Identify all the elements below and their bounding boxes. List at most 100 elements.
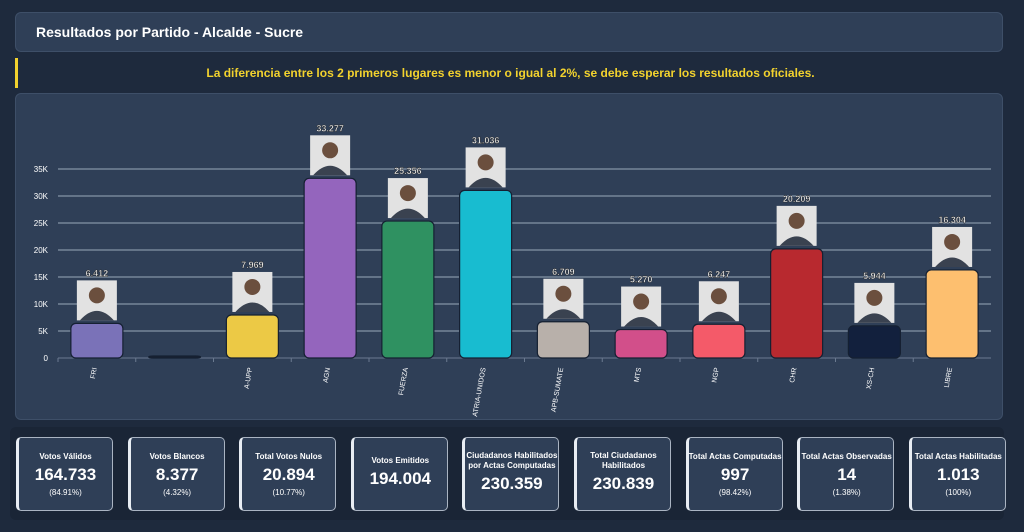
candidate-photo-head bbox=[710, 288, 727, 305]
chart-card: 0 5K 10K 15K 20K 25K 30K 35K 6.412 FRI 7.969 A-UPP 3… bbox=[15, 93, 1003, 420]
stat-value: 14 bbox=[837, 464, 857, 484]
candidate-photo-head bbox=[399, 185, 416, 202]
stat-percent: (100%) bbox=[945, 487, 972, 497]
candidate-photo-head bbox=[244, 278, 261, 295]
candidate-photo-head bbox=[788, 212, 805, 229]
stat-percent: (84.91%) bbox=[49, 487, 82, 497]
stat-label: Total Actas Computadas bbox=[688, 451, 782, 461]
candidate-photo-head bbox=[555, 285, 572, 302]
stat-label: Total Ciudadanos Habilitados bbox=[590, 451, 657, 470]
stat-card: Ciudadanos Habilitados por Actas Computa… bbox=[462, 437, 560, 511]
stat-value: 8.377 bbox=[155, 464, 199, 484]
stat-card: Votos Emitidos 194.004 bbox=[350, 437, 448, 511]
x-tick-label: XS-CH bbox=[866, 367, 877, 390]
bar bbox=[614, 328, 668, 359]
stat-value: 230.839 bbox=[592, 474, 655, 493]
y-tick-label: 25K bbox=[34, 219, 49, 228]
candidate-photo-body bbox=[235, 302, 270, 312]
candidate-photo-head bbox=[477, 154, 494, 171]
data-label: 6.709 bbox=[552, 267, 575, 277]
stat-value: 194.004 bbox=[369, 469, 432, 488]
data-label: 6.412 bbox=[86, 268, 109, 278]
x-tick-label: NGP bbox=[711, 367, 721, 383]
y-tick-label: 30K bbox=[34, 192, 49, 201]
bar bbox=[70, 322, 124, 359]
data-label: 20.209 bbox=[783, 194, 811, 204]
stat-card: Votos Blancos 8.377 (4.32%) bbox=[127, 437, 225, 511]
candidate-photo-body bbox=[390, 208, 425, 219]
bar bbox=[459, 189, 513, 359]
data-label: 25.356 bbox=[394, 166, 422, 176]
stat-label: Votos Emitidos bbox=[371, 456, 430, 465]
stat-value: 997 bbox=[720, 464, 750, 484]
data-label: 5.270 bbox=[630, 275, 653, 285]
data-label: 33.277 bbox=[316, 123, 344, 133]
candidate-photo-body bbox=[79, 310, 114, 321]
stat-percent: (1.38%) bbox=[832, 487, 861, 497]
candidate-photo-body bbox=[701, 311, 736, 322]
candidate-photo-body bbox=[935, 257, 970, 267]
x-tick-label: MTS bbox=[634, 367, 644, 383]
x-tick-label: AGN bbox=[323, 367, 333, 383]
bar bbox=[847, 325, 901, 359]
stat-label: Votos Blancos bbox=[149, 451, 205, 461]
stat-percent: (10.77%) bbox=[272, 487, 305, 497]
candidate-photo-head bbox=[633, 293, 650, 310]
candidate-photo-head bbox=[322, 142, 339, 159]
x-tick-label: A-UPP bbox=[244, 367, 255, 390]
candidate-photo-head bbox=[944, 233, 961, 250]
stat-card: Total Ciudadanos Habilitados 230.839 bbox=[574, 437, 671, 511]
stat-percent: (4.32%) bbox=[163, 487, 192, 497]
data-label: 6.247 bbox=[708, 269, 731, 279]
stat-label: Ciudadanos Habilitados por Actas Computa… bbox=[466, 451, 558, 470]
stat-value: 230.359 bbox=[481, 474, 543, 493]
data-label: 5.944 bbox=[863, 271, 886, 281]
stat-label: Votos Válidos bbox=[39, 451, 92, 461]
candidate-photo-body bbox=[546, 309, 581, 319]
stat-label: Total Actas Observadas bbox=[801, 451, 892, 461]
bar bbox=[536, 321, 590, 359]
data-label: 16.304 bbox=[938, 215, 966, 225]
bar bbox=[225, 314, 279, 359]
stat-card: Votos Válidos 164.733 (84.91%) bbox=[16, 437, 113, 511]
y-tick-label: 5K bbox=[38, 327, 48, 336]
candidate-photo-head bbox=[88, 287, 105, 304]
stat-card: Total Actas Computadas 997 (98.42%) bbox=[685, 437, 783, 511]
x-tick-label: FRI bbox=[90, 367, 99, 379]
y-tick-label: 35K bbox=[34, 165, 49, 174]
alert-text: La diferencia entre los 2 primeros lugar… bbox=[206, 66, 815, 80]
bar bbox=[925, 269, 979, 359]
stat-value: 20.894 bbox=[262, 464, 315, 484]
candidate-photo-body bbox=[313, 165, 348, 176]
stat-value: 1.013 bbox=[937, 464, 980, 484]
stats-panel: Votos Válidos 164.733 (84.91%) Votos Blanco… bbox=[10, 427, 1006, 520]
stat-card: Total Actas Habilitadas 1.013 (100%) bbox=[908, 437, 1006, 511]
data-label: 31.036 bbox=[472, 135, 500, 145]
candidate-photo-body bbox=[624, 317, 659, 327]
alert-banner: La diferencia entre los 2 primeros lugar… bbox=[15, 58, 1003, 88]
x-tick-label: LIBRE bbox=[944, 367, 954, 388]
y-tick-label: 20K bbox=[34, 246, 49, 255]
y-tick-label: 15K bbox=[34, 273, 49, 282]
bar bbox=[148, 355, 202, 359]
y-tick-label: 10K bbox=[34, 300, 49, 309]
x-tick-label: CHR bbox=[789, 367, 799, 383]
candidate-photo-body bbox=[468, 177, 503, 188]
candidate-photo-head bbox=[866, 289, 883, 306]
bar bbox=[692, 323, 746, 359]
stat-card: Total Actas Observadas 14 (1.38%) bbox=[797, 437, 895, 511]
stat-value: 164.733 bbox=[34, 464, 97, 484]
candidate-photo-body bbox=[857, 313, 892, 323]
data-label: 7.969 bbox=[241, 260, 264, 270]
bar bbox=[381, 220, 435, 359]
candidate-photo-body bbox=[779, 236, 814, 246]
bar-chart: 0 5K 10K 15K 20K 25K 30K 35K 6.412 FRI 7.969 A-UPP 3… bbox=[34, 123, 991, 417]
x-tick-label: APB-SUMATE bbox=[551, 367, 566, 413]
y-tick-label: 0 bbox=[44, 354, 49, 363]
x-tick-label: FUERZA bbox=[398, 367, 410, 396]
x-tick-label: ATRIA-UNIDOS bbox=[472, 367, 488, 417]
stat-percent: (98.42%) bbox=[718, 487, 752, 497]
bar bbox=[303, 177, 357, 359]
title-text: Resultados por Partido - Alcalde - Sucre bbox=[36, 24, 304, 40]
stat-card: Total Votos Nulos 20.894 (10.77%) bbox=[239, 437, 337, 511]
